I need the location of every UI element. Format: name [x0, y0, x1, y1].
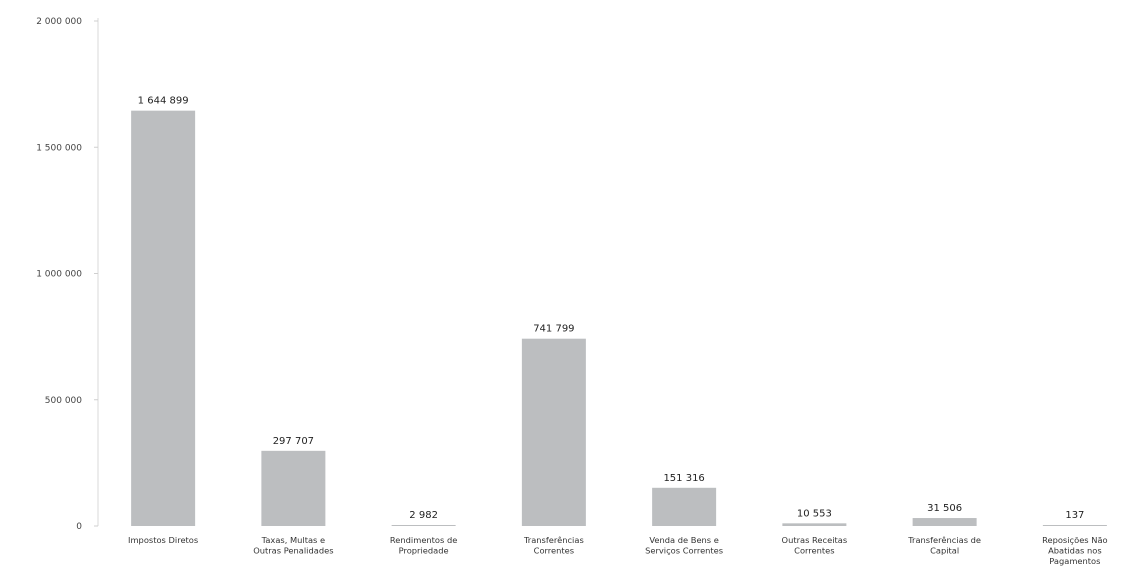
bar — [1042, 525, 1107, 526]
value-labels: 1 644 899 297 707 2 982 741 799 151 316 10 55… — [138, 96, 1085, 521]
data-label: 741 799 — [533, 324, 574, 335]
x-tick-label-line: Propriedade — [399, 546, 449, 556]
x-tick-label-line: Outras Receitas — [782, 535, 848, 545]
x-tick-label: Impostos Diretos — [128, 535, 198, 545]
data-label: 137 — [1065, 510, 1084, 521]
x-tick-label-line: Reposições Não — [1042, 535, 1108, 545]
bar — [782, 523, 847, 526]
x-tick-label: Outras Receitas Correntes — [782, 535, 848, 556]
x-tick-label-line: Transferências de — [907, 535, 981, 545]
category-labels: Impostos Diretos Taxas, Multas e Outras Pe… — [128, 535, 1108, 566]
y-tick-label: 2 000 000 — [36, 17, 82, 27]
x-tick-label-line: Taxas, Multas e — [261, 535, 326, 545]
x-tick-label-line: Impostos Diretos — [128, 535, 198, 545]
bars — [131, 110, 1107, 527]
x-tick-label-line: Correntes — [534, 546, 574, 556]
bar — [391, 525, 456, 526]
y-tick-label: 0 — [76, 522, 82, 532]
bar — [261, 450, 326, 526]
x-tick-label-line: Pagamentos — [1049, 556, 1100, 566]
data-label: 2 982 — [409, 510, 438, 521]
x-tick-label-line: Outras Penalidades — [253, 546, 333, 556]
x-tick-label-line: Correntes — [794, 546, 834, 556]
x-tick-label-line: Rendimentos de — [390, 535, 457, 545]
data-label: 10 553 — [797, 508, 832, 519]
bar — [131, 110, 196, 527]
x-tick-label: Taxas, Multas e Outras Penalidades — [253, 535, 333, 556]
y-tick-label: 500 000 — [45, 396, 82, 406]
bar — [912, 518, 977, 526]
data-label: 1 644 899 — [138, 96, 189, 107]
y-tick-label: 1 500 000 — [36, 143, 82, 153]
x-tick-label: Reposições Não Abatidas nos Pagamentos — [1042, 535, 1108, 566]
x-tick-label-line: Serviços Correntes — [645, 546, 723, 556]
y-axis: 0 500 000 1 000 000 1 500 000 2 000 000 — [36, 17, 99, 532]
x-tick-label: Transferências Correntes — [523, 535, 584, 556]
y-tick-label: 1 000 000 — [36, 270, 82, 280]
data-label: 297 707 — [273, 436, 314, 447]
x-tick-label: Transferências de Capital — [907, 535, 981, 556]
x-tick-label-line: Transferências — [523, 535, 584, 545]
x-tick-label-line: Abatidas nos — [1048, 546, 1102, 556]
x-tick-label: Venda de Bens e Serviços Correntes — [645, 535, 723, 556]
bar — [521, 338, 586, 526]
x-tick-label: Rendimentos de Propriedade — [390, 535, 457, 556]
x-tick-label-line: Venda de Bens e — [649, 535, 719, 545]
data-label: 31 506 — [927, 503, 962, 514]
bar — [652, 487, 717, 526]
data-label: 151 316 — [663, 473, 704, 484]
x-tick-label-line: Capital — [930, 546, 959, 556]
